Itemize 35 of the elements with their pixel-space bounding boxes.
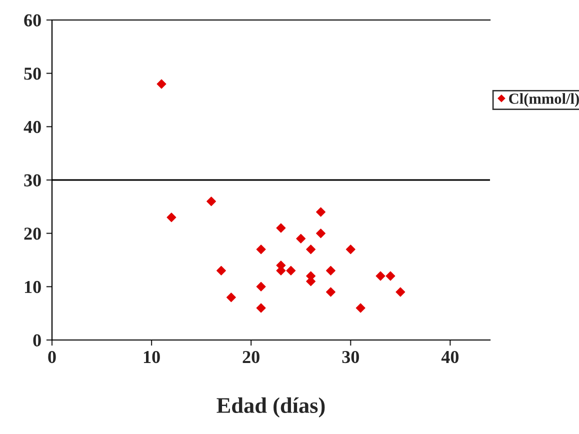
point [206,196,216,206]
y-tick-label: 20 [24,228,41,240]
point [296,234,306,244]
y-tick-label: 40 [24,120,41,134]
point [386,271,396,281]
point [156,79,166,89]
point [316,207,326,217]
point [166,212,176,222]
point [256,244,266,254]
point [256,282,266,292]
point [306,244,316,254]
point [346,244,356,254]
point [326,287,336,297]
point [396,287,406,297]
y-tick-label: 10 [24,280,41,294]
point [356,303,366,313]
legend-label: Cl(mmol/l) [509,93,579,107]
x-tick-label: 20 [242,350,260,364]
point [316,228,326,238]
x-tick-label: 10 [144,350,160,364]
point [256,303,266,313]
y-tick-label: 0 [33,334,41,346]
point [226,292,236,302]
y-tick-label: 50 [24,68,41,80]
x-tick-label: 40 [441,350,459,364]
point [326,266,336,276]
point [376,271,386,281]
point [276,223,286,233]
x-axis-title: Edad (días) [216,397,325,418]
point [286,266,296,276]
x-tick-label: 30 [342,350,359,364]
y-tick-label: 30 [24,174,41,186]
y-tick-label: 60 [24,14,41,26]
x-tick-label: 0 [48,350,56,364]
point [216,266,226,276]
